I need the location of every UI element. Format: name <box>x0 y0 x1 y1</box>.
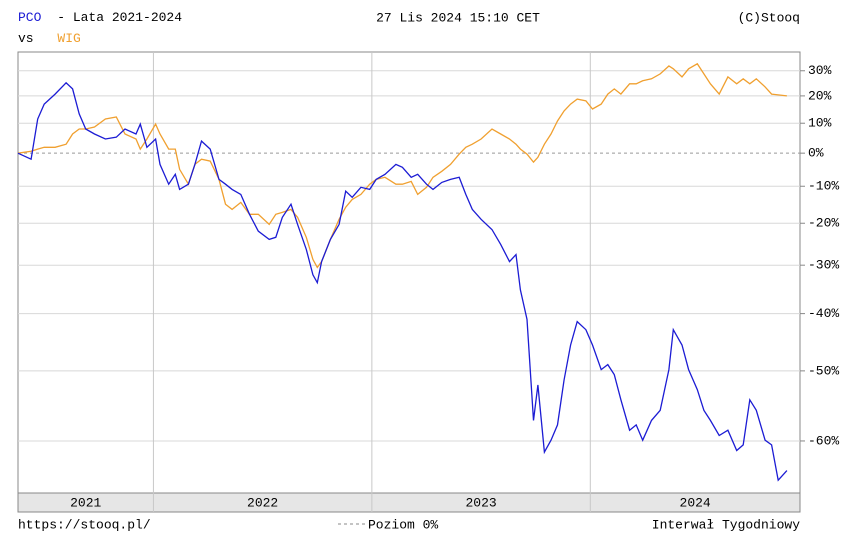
y-tick-label: -60% <box>808 433 839 448</box>
url: https://stooq.pl/ <box>18 517 151 532</box>
x-tick-label: 2024 <box>680 495 711 510</box>
source: (C)Stooq <box>738 10 800 25</box>
series-name: PCO <box>18 10 42 25</box>
y-tick-label: 10% <box>808 116 832 131</box>
series-line <box>17 81 788 482</box>
x-tick-label: 2022 <box>247 495 278 510</box>
y-tick-label: -30% <box>808 258 839 273</box>
x-tick-label: 2023 <box>465 495 496 510</box>
plot-frame <box>17 51 801 513</box>
y-tick-label: 30% <box>808 63 832 78</box>
x-tick-label: 2021 <box>70 495 101 510</box>
series-name: WIG <box>57 31 80 46</box>
date: 27 Lis 2024 15:10 CET <box>376 10 540 25</box>
interval: Interwał Tygodniowy <box>652 517 800 532</box>
y-tick-label: 0% <box>808 146 824 161</box>
y-tick-label: -50% <box>808 363 839 378</box>
header-legend: vs WIG <box>18 31 81 46</box>
y-tick-label: -40% <box>808 306 839 321</box>
year-band <box>17 492 801 513</box>
zero-line-label: Poziom 0% <box>368 517 438 532</box>
y-tick-label: -10% <box>808 179 839 194</box>
header: PCO - Lata 2021-2024 <box>18 10 182 25</box>
chart-title: - Lata 2021-2024 <box>57 10 182 25</box>
y-tick-label: -20% <box>808 216 839 231</box>
legend-prefix: vs <box>18 31 34 46</box>
y-tick-label: 20% <box>808 88 832 103</box>
series-line <box>17 62 787 269</box>
